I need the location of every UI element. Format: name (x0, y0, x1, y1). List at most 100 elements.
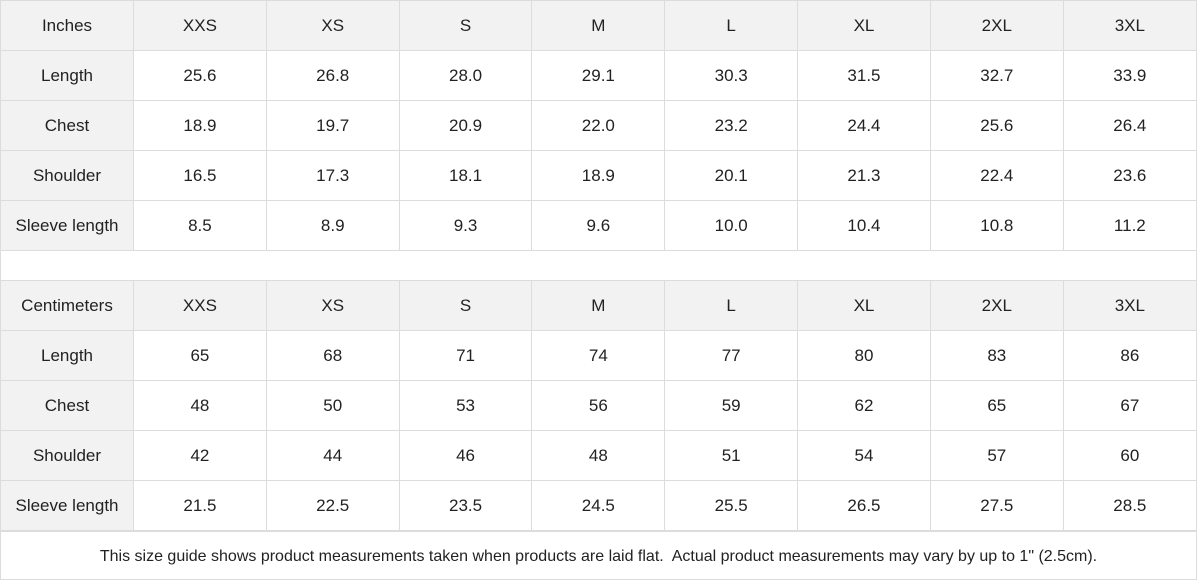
measurement-value: 23.5 (398, 480, 533, 531)
measurement-value: 25.5 (664, 480, 799, 531)
size-header: XXS (133, 1, 267, 51)
measurement-value: 24.5 (531, 480, 666, 531)
size-header: 3XL (1062, 1, 1196, 51)
size-header: L (664, 1, 799, 51)
measurement-value: 65 (133, 330, 267, 381)
size-table-inches: Inches XXS XS S M L XL 2XL 3XL Length 25.6 26.8 28.0… (1, 1, 1196, 251)
measurement-value: 18.9 (133, 100, 267, 151)
size-header: XS (265, 1, 400, 51)
measurement-value: 17.3 (265, 150, 400, 201)
size-header: M (531, 1, 666, 51)
measurement-value: 20.1 (664, 150, 799, 201)
measurement-value: 10.4 (797, 200, 931, 251)
measurement-row: Sleeve length 8.5 8.9 9.3 9.6 10.0 10.4 10.8 11.… (1, 200, 1196, 251)
measurement-value: 71 (398, 330, 533, 381)
measurement-value: 18.1 (398, 150, 533, 201)
measurement-value: 28.0 (398, 50, 533, 101)
measurement-value: 60 (1062, 430, 1196, 481)
unit-label: Inches (1, 1, 134, 51)
measurement-label: Shoulder (1, 150, 134, 201)
measurement-value: 28.5 (1062, 480, 1196, 531)
measurement-value: 26.8 (265, 50, 400, 101)
measurement-value: 22.0 (531, 100, 666, 151)
measurement-label: Chest (1, 380, 134, 431)
measurement-value: 48 (531, 430, 666, 481)
measurement-value: 21.5 (133, 480, 267, 531)
measurement-value: 67 (1062, 380, 1196, 431)
measurement-row: Shoulder 16.5 17.3 18.1 18.9 20.1 21.3 22.4 23.6 (1, 150, 1196, 201)
measurement-value: 86 (1062, 330, 1196, 381)
measurement-value: 26.5 (797, 480, 931, 531)
measurement-row: Sleeve length 21.5 22.5 23.5 24.5 25.5 26.5 27.… (1, 480, 1196, 531)
measurement-value: 9.6 (531, 200, 666, 251)
measurement-row: Length 25.6 26.8 28.0 29.1 30.3 31.5 32.7 33.9 (1, 50, 1196, 101)
size-header: 2XL (929, 281, 1064, 331)
measurement-label: Sleeve length (1, 200, 134, 251)
measurement-value: 22.4 (929, 150, 1064, 201)
measurement-value: 68 (265, 330, 400, 381)
measurement-value: 26.4 (1062, 100, 1196, 151)
header-row: Centimeters XXS XS S M L XL 2XL 3XL (1, 281, 1196, 331)
measurement-value: 62 (797, 380, 931, 431)
measurement-value: 32.7 (929, 50, 1064, 101)
measurement-note: This size guide shows product measuremen… (1, 531, 1196, 581)
measurement-value: 42 (133, 430, 267, 481)
measurement-value: 23.2 (664, 100, 799, 151)
size-header: XL (797, 281, 931, 331)
size-header: S (398, 281, 533, 331)
measurement-value: 8.5 (133, 200, 267, 251)
measurement-value: 83 (929, 330, 1064, 381)
measurement-value: 8.9 (265, 200, 400, 251)
measurement-value: 21.3 (797, 150, 931, 201)
size-table-centimeters: Centimeters XXS XS S M L XL 2XL 3XL Length 65 68 71 7… (1, 281, 1196, 531)
measurement-label: Shoulder (1, 430, 134, 481)
measurement-row: Length 65 68 71 74 77 80 83 86 (1, 330, 1196, 381)
size-header: M (531, 281, 666, 331)
measurement-label: Length (1, 330, 134, 381)
measurement-value: 19.7 (265, 100, 400, 151)
measurement-value: 74 (531, 330, 666, 381)
measurement-value: 30.3 (664, 50, 799, 101)
measurement-value: 22.5 (265, 480, 400, 531)
measurement-label: Length (1, 50, 134, 101)
size-header: S (398, 1, 533, 51)
measurement-value: 10.0 (664, 200, 799, 251)
measurement-value: 65 (929, 380, 1064, 431)
measurement-value: 10.8 (929, 200, 1064, 251)
measurement-value: 77 (664, 330, 799, 381)
size-header: 3XL (1062, 281, 1196, 331)
measurement-value: 44 (265, 430, 400, 481)
measurement-value: 50 (265, 380, 400, 431)
measurement-value: 59 (664, 380, 799, 431)
measurement-value: 54 (797, 430, 931, 481)
measurement-value: 57 (929, 430, 1064, 481)
measurement-label: Sleeve length (1, 480, 134, 531)
measurement-value: 25.6 (133, 50, 267, 101)
measurement-value: 51 (664, 430, 799, 481)
size-header: XL (797, 1, 931, 51)
size-header: XS (265, 281, 400, 331)
measurement-value: 56 (531, 380, 666, 431)
measurement-value: 53 (398, 380, 533, 431)
measurement-value: 48 (133, 380, 267, 431)
unit-label: Centimeters (1, 281, 134, 331)
measurement-value: 18.9 (531, 150, 666, 201)
measurement-value: 20.9 (398, 100, 533, 151)
measurement-value: 80 (797, 330, 931, 381)
measurement-label: Chest (1, 100, 134, 151)
size-header: L (664, 281, 799, 331)
measurement-value: 31.5 (797, 50, 931, 101)
measurement-value: 24.4 (797, 100, 931, 151)
measurement-value: 23.6 (1062, 150, 1196, 201)
header-row: Inches XXS XS S M L XL 2XL 3XL (1, 1, 1196, 51)
measurement-value: 16.5 (133, 150, 267, 201)
measurement-value: 27.5 (929, 480, 1064, 531)
size-header: XXS (133, 281, 267, 331)
measurement-value: 25.6 (929, 100, 1064, 151)
measurement-value: 33.9 (1062, 50, 1196, 101)
measurement-value: 29.1 (531, 50, 666, 101)
table-spacer (1, 251, 1196, 281)
measurement-value: 46 (398, 430, 533, 481)
measurement-value: 11.2 (1062, 200, 1196, 251)
